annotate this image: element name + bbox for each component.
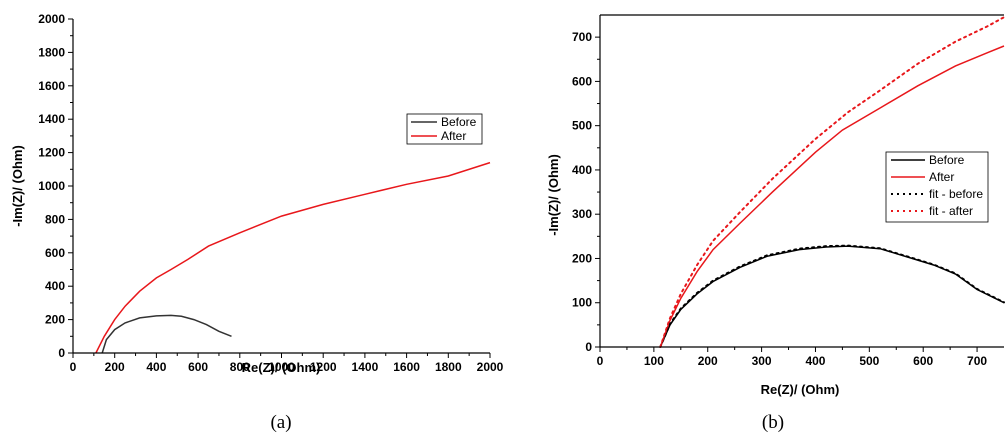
legend-a: Before After: [406, 113, 483, 145]
x-tick-label: 700: [967, 354, 987, 368]
panel-label-a: (a): [270, 412, 291, 433]
x-tick-label: 300: [752, 354, 772, 368]
y-tick-label: 400: [572, 163, 592, 177]
x-tick-label: 1400: [352, 360, 379, 374]
y-tick-label: 800: [45, 212, 65, 226]
legend-label-before-b: Before: [929, 153, 965, 167]
series-line-before: [659, 245, 1005, 348]
axes-a: 0 200 400 600 800 1000 1200 1400 1600 1800 2000 0 20…: [38, 12, 503, 374]
legend-label-fit-after-b: fit - after: [929, 204, 973, 218]
y-tick-label: 0: [58, 346, 65, 360]
x-tick-label: 0: [70, 360, 77, 374]
x-tick-label: 2000: [477, 360, 504, 374]
x-tick-label: 1600: [393, 360, 420, 374]
y-tick-label: 0: [585, 340, 592, 354]
x-tick-label: 1000: [268, 360, 295, 374]
y-tick-label: 600: [572, 74, 592, 88]
y-tick-label: 200: [45, 313, 65, 327]
x-axis-title-a: Re(Z)/ (Ohm): [242, 360, 321, 375]
series-line-fit-after: [659, 16, 1005, 348]
y-tick-label: 600: [45, 246, 65, 260]
series-line-fit-before: [659, 244, 1005, 348]
y-tick-label: 100: [572, 296, 592, 310]
y-tick-label: 300: [572, 207, 592, 221]
x-tick-label: 1200: [310, 360, 337, 374]
y-tick-label: 700: [572, 30, 592, 44]
y-tick-label: 2000: [38, 12, 65, 26]
chart-panel-b: 0 100 200 300 400 500 600 700 0 100 200 300 400 500 60…: [546, 14, 1005, 433]
legend-box-a: [406, 113, 483, 145]
legend-label-before-a: Before: [441, 115, 477, 129]
axes-b: 0 100 200 300 400 500 600 700 0 100 200 300 400 500 60…: [572, 14, 1004, 368]
y-tick-label: 400: [45, 279, 65, 293]
x-tick-label: 600: [188, 360, 208, 374]
series-line-after: [659, 45, 1005, 348]
y-axis-title-a: -Im(Z)/ (Ohm): [10, 145, 25, 227]
x-tick-label: 600: [913, 354, 933, 368]
y-tick-label: 1400: [38, 112, 65, 126]
y-tick-label: 500: [572, 119, 592, 133]
x-tick-label: 200: [698, 354, 718, 368]
x-tick-label: 800: [230, 360, 250, 374]
legend-label-fit-before-b: fit - before: [929, 187, 983, 201]
panel-label-b: (b): [762, 412, 784, 433]
plot-area-b: [659, 16, 1005, 348]
x-tick-label: 200: [105, 360, 125, 374]
x-tick-label: 1800: [435, 360, 462, 374]
legend-b: Before After fit - before fit - after: [885, 151, 989, 223]
x-tick-label: 500: [859, 354, 879, 368]
legend-label-after-b: After: [929, 170, 954, 184]
x-tick-label: 400: [146, 360, 166, 374]
x-tick-label: 400: [805, 354, 825, 368]
y-axis-title-b: -Im(Z)/ (Ohm): [546, 154, 561, 236]
y-tick-label: 1200: [38, 146, 65, 160]
legend-label-after-a: After: [441, 129, 466, 143]
chart-panel-a: 0 200 400 600 800 1000 1200 1400 1600 1800 2000 0 20…: [10, 12, 504, 433]
plot-area-a: [95, 161, 491, 354]
x-tick-label: 100: [644, 354, 664, 368]
series-line-before: [101, 314, 232, 354]
y-tick-label: 1600: [38, 79, 65, 93]
x-axis-title-b: Re(Z)/ (Ohm): [761, 382, 840, 397]
y-tick-label: 1800: [38, 45, 65, 59]
x-tick-label: 0: [597, 354, 604, 368]
series-line-after: [95, 161, 491, 354]
y-tick-label: 200: [572, 251, 592, 265]
y-tick-label: 1000: [38, 179, 65, 193]
